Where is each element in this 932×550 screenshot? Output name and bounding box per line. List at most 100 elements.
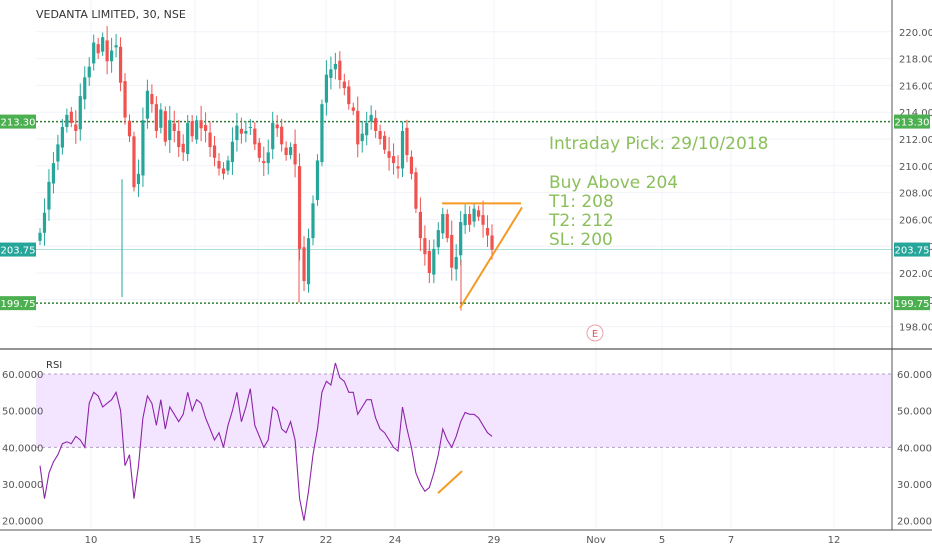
- candle-body[interactable]: [239, 128, 243, 134]
- candle-body[interactable]: [150, 93, 154, 105]
- candle-body[interactable]: [485, 227, 490, 236]
- candle-body[interactable]: [65, 114, 69, 127]
- candle-body[interactable]: [271, 122, 275, 150]
- candle-body[interactable]: [463, 214, 467, 226]
- candle-body[interactable]: [145, 90, 150, 119]
- candle-body[interactable]: [132, 136, 136, 188]
- candle-body[interactable]: [414, 172, 418, 209]
- candle-body[interactable]: [60, 126, 64, 148]
- candle-body[interactable]: [481, 215, 485, 225]
- rsi-pane[interactable]: [36, 362, 892, 521]
- candle-body[interactable]: [476, 210, 481, 217]
- earnings-event-marker[interactable]: [586, 324, 604, 342]
- annotation-stop-loss[interactable]: SL: 200: [549, 230, 613, 250]
- candle-body[interactable]: [436, 230, 440, 248]
- rsi-trendline[interactable]: [437, 470, 463, 494]
- candle-body[interactable]: [159, 109, 163, 128]
- candle-body[interactable]: [172, 123, 176, 131]
- candle-body[interactable]: [472, 208, 476, 222]
- candle-body[interactable]: [235, 125, 239, 141]
- candle-body[interactable]: [190, 121, 194, 137]
- candle-body[interactable]: [92, 42, 96, 64]
- candle-body[interactable]: [324, 74, 329, 103]
- candle-body[interactable]: [110, 50, 114, 62]
- candle-body[interactable]: [302, 247, 306, 282]
- candle-body[interactable]: [127, 120, 132, 137]
- candle-body[interactable]: [118, 46, 123, 83]
- candle-body[interactable]: [244, 130, 248, 134]
- candle-body[interactable]: [338, 60, 342, 81]
- annotation-target-2[interactable]: T2: 212: [549, 211, 614, 231]
- candle-body[interactable]: [42, 212, 47, 233]
- candle-body[interactable]: [400, 130, 405, 169]
- candle-body[interactable]: [181, 143, 185, 153]
- candle-body[interactable]: [248, 126, 252, 128]
- candle-body[interactable]: [123, 81, 127, 118]
- candle-body[interactable]: [96, 44, 100, 54]
- candle-body[interactable]: [186, 122, 190, 155]
- candle-body[interactable]: [441, 214, 445, 234]
- candle-body[interactable]: [203, 125, 208, 131]
- candle-body[interactable]: [257, 142, 261, 158]
- candle-body[interactable]: [275, 124, 279, 129]
- candle-body[interactable]: [382, 135, 387, 150]
- candle-body[interactable]: [329, 69, 333, 78]
- candle-body[interactable]: [78, 96, 82, 130]
- candle-body[interactable]: [51, 163, 56, 184]
- rsi-line[interactable]: [39, 362, 493, 521]
- candle-body[interactable]: [47, 181, 51, 210]
- candle-body[interactable]: [217, 160, 221, 169]
- candle-body[interactable]: [396, 166, 400, 169]
- candle-body[interactable]: [262, 160, 266, 164]
- candle-body[interactable]: [289, 147, 293, 156]
- candle-body[interactable]: [356, 110, 360, 145]
- candle-body[interactable]: [333, 63, 337, 70]
- candle-body[interactable]: [360, 133, 364, 142]
- annotation-target-1[interactable]: T1: 208: [549, 192, 614, 212]
- triangle-rising-line[interactable]: [459, 206, 523, 309]
- candle-body[interactable]: [230, 141, 235, 163]
- price-pane[interactable]: E: [0, 26, 892, 342]
- candle-body[interactable]: [221, 168, 226, 174]
- candle-body[interactable]: [253, 128, 257, 145]
- candle-body[interactable]: [136, 173, 141, 185]
- candle-body[interactable]: [266, 152, 270, 164]
- candle-body[interactable]: [418, 211, 422, 239]
- candle-body[interactable]: [320, 104, 324, 163]
- candle-body[interactable]: [423, 238, 427, 255]
- candle-body[interactable]: [154, 104, 158, 131]
- candle-body[interactable]: [293, 143, 297, 165]
- candle-body[interactable]: [69, 111, 73, 123]
- candle-body[interactable]: [468, 214, 472, 225]
- candle-body[interactable]: [311, 203, 315, 239]
- candle-body[interactable]: [280, 126, 284, 145]
- candle-body[interactable]: [391, 156, 396, 164]
- candle-body[interactable]: [427, 251, 431, 273]
- candle-body[interactable]: [56, 144, 60, 162]
- candle-body[interactable]: [347, 86, 351, 105]
- candle-body[interactable]: [490, 235, 494, 250]
- candle-body[interactable]: [83, 77, 87, 100]
- candle-body[interactable]: [387, 151, 391, 158]
- candle-body[interactable]: [297, 166, 302, 249]
- candle-body[interactable]: [365, 122, 369, 136]
- candle-body[interactable]: [445, 214, 449, 239]
- candle-body[interactable]: [454, 256, 458, 270]
- candle-body[interactable]: [459, 222, 463, 256]
- candle-body[interactable]: [105, 40, 109, 62]
- candle-body[interactable]: [199, 120, 203, 129]
- candle-body[interactable]: [315, 160, 320, 201]
- candle-body[interactable]: [409, 156, 414, 174]
- trend-drawings[interactable]: [437, 202, 523, 494]
- candle-body[interactable]: [432, 248, 436, 275]
- annotation-buy-above[interactable]: Buy Above 204: [549, 173, 679, 193]
- candle-body[interactable]: [141, 120, 145, 176]
- candle-body[interactable]: [212, 145, 217, 158]
- candle-body[interactable]: [226, 160, 230, 171]
- candle-body[interactable]: [74, 124, 78, 131]
- candle-body[interactable]: [306, 238, 311, 285]
- candle-body[interactable]: [450, 234, 454, 268]
- candle-body[interactable]: [378, 130, 382, 139]
- candle-body[interactable]: [168, 120, 172, 141]
